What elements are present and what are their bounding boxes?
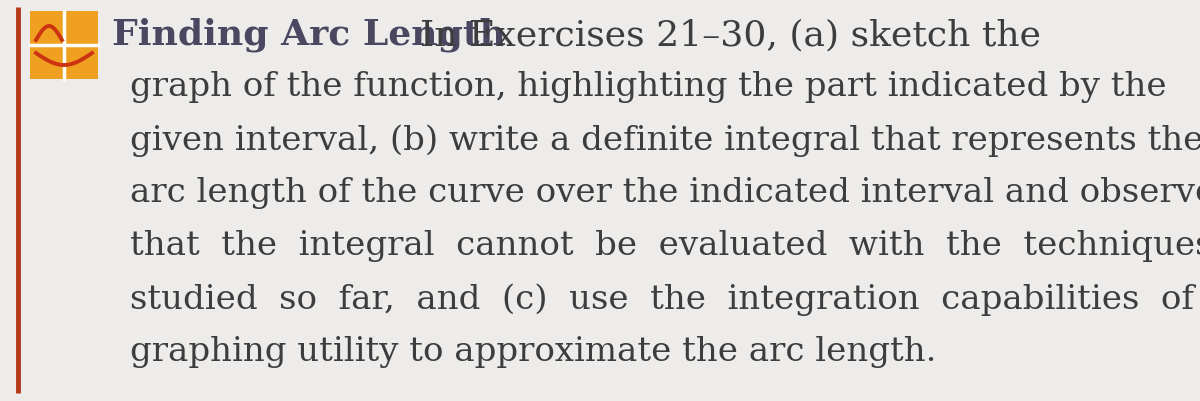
Text: In Exercises 21–30, (a) sketch the: In Exercises 21–30, (a) sketch the <box>397 18 1042 52</box>
Bar <box>30 12 98 80</box>
Text: given interval, (b) write a definite integral that represents the: given interval, (b) write a definite int… <box>130 124 1200 156</box>
Text: graph of the function, highlighting the part indicated by the: graph of the function, highlighting the … <box>130 71 1166 103</box>
Text: studied  so  far,  and  (c)  use  the  integration  capabilities  of  a: studied so far, and (c) use the integrat… <box>130 282 1200 315</box>
Text: graphing utility to approximate the arc length.: graphing utility to approximate the arc … <box>130 335 936 367</box>
Text: Finding Arc Length: Finding Arc Length <box>112 18 506 53</box>
Text: that  the  integral  cannot  be  evaluated  with  the  techniques: that the integral cannot be evaluated wi… <box>130 229 1200 261</box>
Text: arc length of the curve over the indicated interval and observe: arc length of the curve over the indicat… <box>130 176 1200 209</box>
